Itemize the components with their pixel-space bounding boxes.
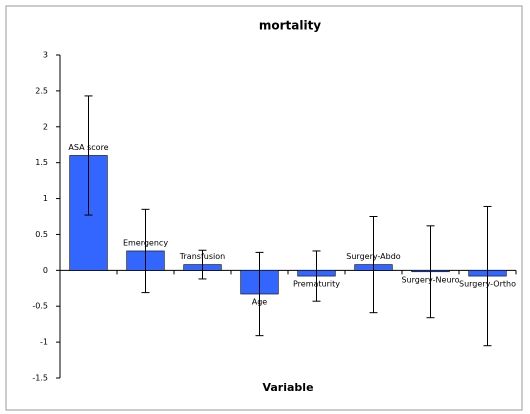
category-label: ASA score	[68, 143, 108, 152]
y-tick-label: -1	[40, 338, 48, 347]
chart-title: mortality	[259, 19, 321, 33]
y-tick-label: 2	[43, 122, 48, 131]
category-label: Surgery-Ortho	[459, 280, 516, 289]
y-tick-label: 2.5	[35, 86, 48, 95]
category-label: Prematurity	[293, 280, 340, 289]
y-tick-label: 0	[43, 266, 48, 275]
y-tick-label: -0.5	[32, 302, 48, 311]
y-tick-label: 3	[43, 51, 48, 60]
y-tick-label: 0.5	[35, 230, 48, 239]
category-label: Transfusion	[179, 252, 225, 261]
category-label: Emergency	[123, 238, 168, 247]
category-label: Surgery-Abdo	[346, 252, 401, 261]
category-label: Age	[252, 298, 268, 307]
y-tick-label: 1	[43, 194, 48, 203]
x-axis-title: Variable	[262, 381, 313, 394]
y-tick-label: -1.5	[32, 374, 48, 383]
y-tick-label: 1.5	[35, 158, 48, 167]
category-label: Surgery-Neuro	[401, 275, 459, 284]
